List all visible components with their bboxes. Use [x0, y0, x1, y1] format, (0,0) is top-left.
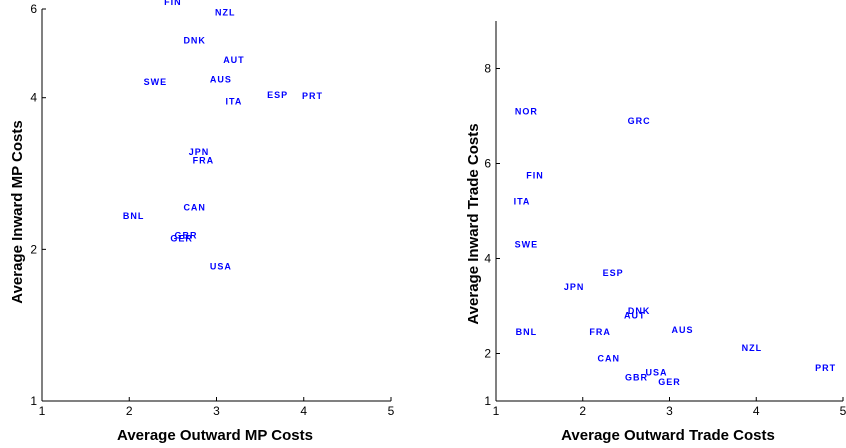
point-label-grc: GRC: [628, 116, 651, 126]
point-label-ger: GER: [170, 234, 193, 244]
point-label-ita: ITA: [226, 97, 243, 107]
point-label-fra: FRA: [193, 156, 215, 166]
point-label-can: CAN: [183, 203, 206, 213]
x-axis-title: Average Outward MP Costs: [117, 427, 313, 444]
x-tick-label: 5: [840, 404, 846, 418]
point-label-can: CAN: [598, 353, 621, 363]
y-axis-title: Average Inward Trade Costs: [465, 123, 482, 324]
point-label-bnl: BNL: [516, 327, 538, 337]
point-label-bnl: BNL: [123, 211, 145, 221]
x-tick-label: 2: [126, 404, 133, 418]
point-label-dnk: DNK: [183, 35, 206, 45]
point-label-esp: ESP: [267, 90, 288, 100]
x-tick-label: 3: [666, 404, 673, 418]
point-label-prt: PRT: [302, 91, 323, 101]
y-axis-title: Average Inward MP Costs: [9, 120, 26, 303]
point-label-usa: USA: [210, 261, 232, 271]
point-label-gbr: GBR: [174, 231, 197, 241]
x-tick-label: 1: [39, 404, 46, 418]
point-label-aus: AUS: [672, 325, 694, 335]
y-tick-label: 2: [484, 347, 491, 361]
x-tick-label: 4: [753, 404, 760, 418]
point-label-fin: FIN: [526, 170, 544, 180]
chart-mp-costs: Average Outward MP Costs Average Inward …: [9, 0, 395, 444]
y-tick-label: 1: [484, 394, 491, 408]
y-tick-label: 8: [484, 62, 491, 76]
y-tick-label: 6: [484, 157, 491, 171]
point-label-gbr: GBR: [625, 372, 648, 382]
point-label-jpn: JPN: [189, 147, 210, 157]
point-label-swe: SWE: [515, 239, 539, 249]
point-label-fra: FRA: [589, 327, 611, 337]
point-label-aus: AUS: [210, 74, 232, 84]
x-tick-label: 5: [388, 404, 395, 418]
point-label-swe: SWE: [144, 77, 168, 87]
y-tick-label: 4: [30, 91, 37, 105]
y-tick-label: 4: [484, 252, 491, 266]
point-label-esp: ESP: [603, 268, 624, 278]
point-label-fin: FIN: [164, 0, 182, 7]
point-label-nzl: NZL: [215, 8, 236, 18]
point-label-dnk: DNK: [628, 306, 651, 316]
point-label-ita: ITA: [514, 197, 531, 207]
y-tick-label: 6: [30, 2, 37, 16]
point-label-aut: AUT: [624, 311, 646, 321]
y-tick-label: 2: [30, 242, 37, 256]
x-tick-label: 4: [300, 404, 307, 418]
x-tick-label: 1: [493, 404, 500, 418]
point-label-nor: NOR: [515, 106, 538, 116]
point-label-jpn: JPN: [564, 282, 585, 292]
x-axis-title: Average Outward Trade Costs: [561, 427, 775, 444]
point-label-ger: GER: [658, 377, 681, 387]
x-tick-label: 2: [579, 404, 586, 418]
x-tick-label: 3: [213, 404, 220, 418]
y-tick-label: 1: [30, 394, 37, 408]
point-label-aut: AUT: [223, 55, 245, 65]
point-label-nzl: NZL: [742, 343, 763, 353]
point-label-prt: PRT: [815, 363, 836, 373]
chart-trade-costs: Average Outward Trade Costs Average Inwa…: [465, 21, 846, 444]
point-label-usa: USA: [645, 368, 667, 378]
